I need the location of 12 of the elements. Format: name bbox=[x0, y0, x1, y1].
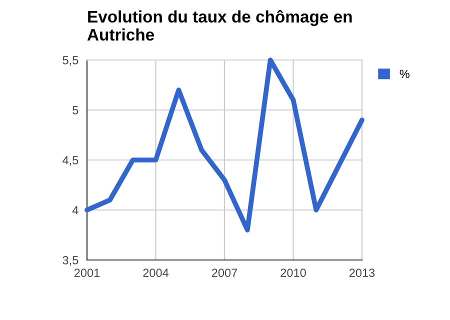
y-tick-label: 5 bbox=[72, 106, 78, 114]
x-tick-label: 2007 bbox=[212, 268, 238, 278]
x-tick-label: 2013 bbox=[349, 268, 375, 278]
legend-label: % bbox=[400, 70, 410, 78]
y-tick-label: 3,5 bbox=[62, 256, 78, 266]
y-tick-label: 4 bbox=[72, 206, 78, 214]
x-tick-label: 2010 bbox=[280, 268, 306, 278]
x-tick-label: 2004 bbox=[143, 268, 169, 278]
y-tick-label: 4,5 bbox=[62, 156, 78, 166]
x-tick-label: 2001 bbox=[74, 268, 100, 278]
chart-title: Evolution du taux de chômage en Autriche bbox=[87, 10, 352, 41]
y-tick-label: 5,5 bbox=[62, 56, 78, 66]
